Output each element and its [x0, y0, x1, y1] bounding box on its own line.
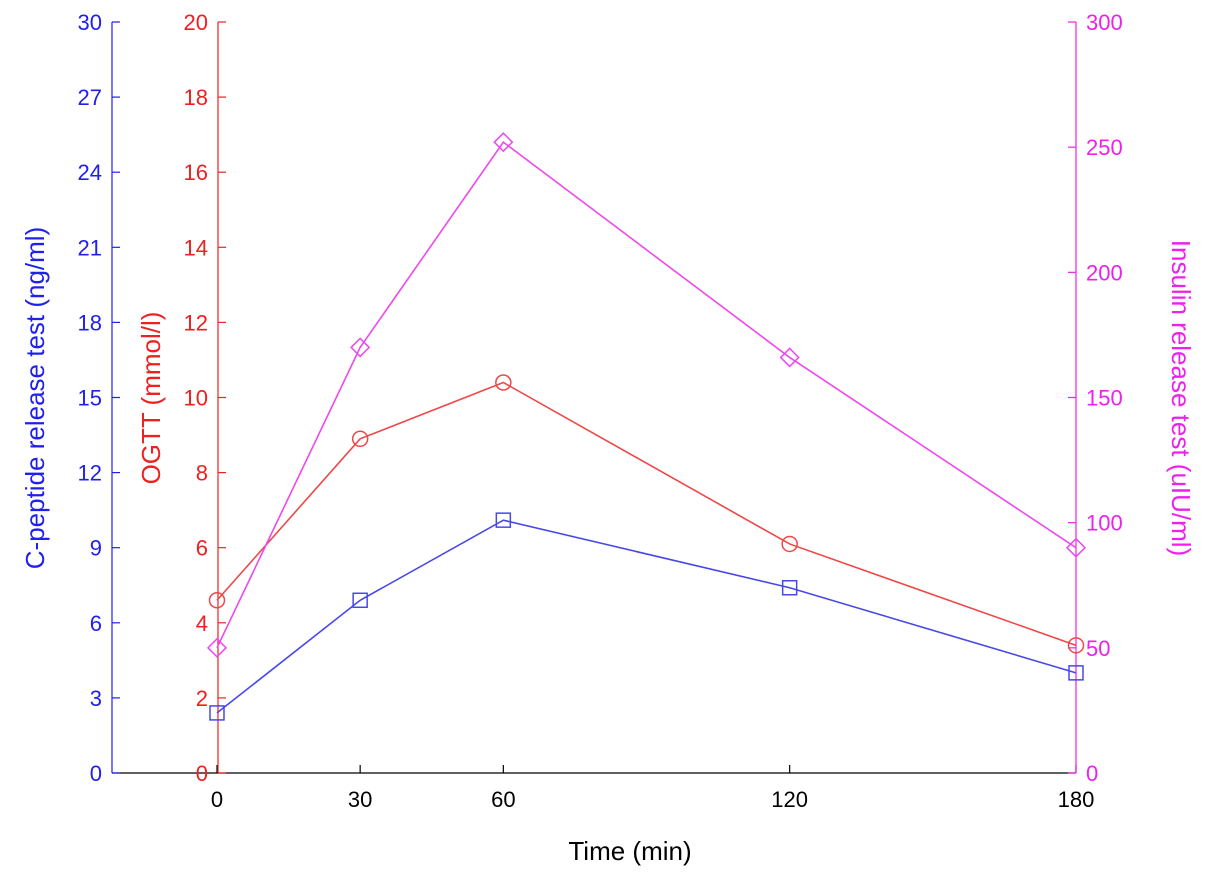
- ogtt-tick-label: 10: [184, 386, 208, 411]
- ogtt-point: [1067, 637, 1085, 654]
- cpeptide-tick-label: 3: [90, 686, 102, 711]
- ogtt-series-line: [216, 381, 1077, 647]
- ogtt-tick-label: 8: [196, 461, 208, 486]
- cpeptide-point: [495, 512, 512, 528]
- insulin-point: [493, 132, 514, 153]
- insulin-axis-title: Insulin release test (uIU/ml): [1166, 240, 1196, 556]
- insulin-point: [779, 347, 800, 368]
- ogtt-point: [208, 592, 226, 609]
- cpeptide-point: [352, 592, 368, 609]
- x-tick-label: 120: [771, 787, 808, 812]
- ogtt-point: [781, 535, 798, 553]
- insulin-tick-label: 300: [1086, 10, 1123, 35]
- ogtt-tick-label: 12: [184, 310, 208, 335]
- cpeptide-point: [781, 580, 798, 596]
- x-tick-label: 180: [1058, 787, 1095, 812]
- cpeptide-series-line: [216, 519, 1077, 714]
- series-layer: [206, 132, 1087, 721]
- insulin-point: [1065, 537, 1087, 558]
- cpeptide-tick-label: 12: [78, 461, 102, 486]
- cpeptide-tick-label: 30: [78, 10, 102, 35]
- axes-layer: 0 30 60 120 18003691215182124273002468101214…: [78, 10, 1123, 812]
- x-tick-label: 60: [491, 787, 515, 812]
- ogtt-point: [495, 374, 512, 391]
- cpeptide-tick-label: 0: [90, 761, 102, 786]
- ogtt-axis-title: OGTT (mmol/l): [136, 312, 166, 485]
- insulin-tick-label: 200: [1086, 260, 1123, 285]
- insulin-tick-label: 0: [1086, 761, 1098, 786]
- cpeptide-tick-label: 27: [78, 85, 102, 110]
- x-tick-label: 30: [348, 787, 372, 812]
- insulin-tick-label: 100: [1086, 511, 1123, 536]
- insulin-tick-label: 50: [1086, 636, 1110, 661]
- ogtt-tick-label: 18: [184, 85, 208, 110]
- cpeptide-tick-label: 15: [78, 386, 102, 411]
- cpeptide-tick-label: 24: [78, 160, 102, 185]
- insulin-tick-label: 250: [1086, 135, 1123, 160]
- ogtt-tick-label: 6: [196, 536, 208, 561]
- cpeptide-tick-label: 9: [90, 536, 102, 561]
- cpeptide-tick-label: 18: [78, 310, 102, 335]
- x-axis-title: Time (min): [568, 836, 691, 866]
- insulin-tick-label: 150: [1086, 386, 1123, 411]
- cpeptide-point: [1068, 665, 1084, 681]
- ogtt-tick-label: 0: [196, 761, 208, 786]
- x-tick-label: 0: [211, 787, 223, 812]
- cpeptide-point: [209, 705, 225, 721]
- ogtt-tick-label: 14: [184, 235, 208, 260]
- insulin-series-line: [216, 141, 1077, 649]
- cpeptide-axis-title: C-peptide release test (ng/ml): [20, 227, 50, 569]
- ogtt-tick-label: 2: [196, 686, 208, 711]
- insulin-point: [350, 337, 371, 358]
- ogtt-tick-label: 20: [184, 10, 208, 35]
- insulin-point: [206, 637, 228, 658]
- ogtt-tick-label: 4: [196, 611, 208, 636]
- cpeptide-tick-label: 21: [78, 235, 102, 260]
- cpeptide-tick-label: 6: [90, 611, 102, 636]
- ogtt-point: [351, 430, 369, 448]
- ogtt-tick-label: 16: [184, 160, 208, 185]
